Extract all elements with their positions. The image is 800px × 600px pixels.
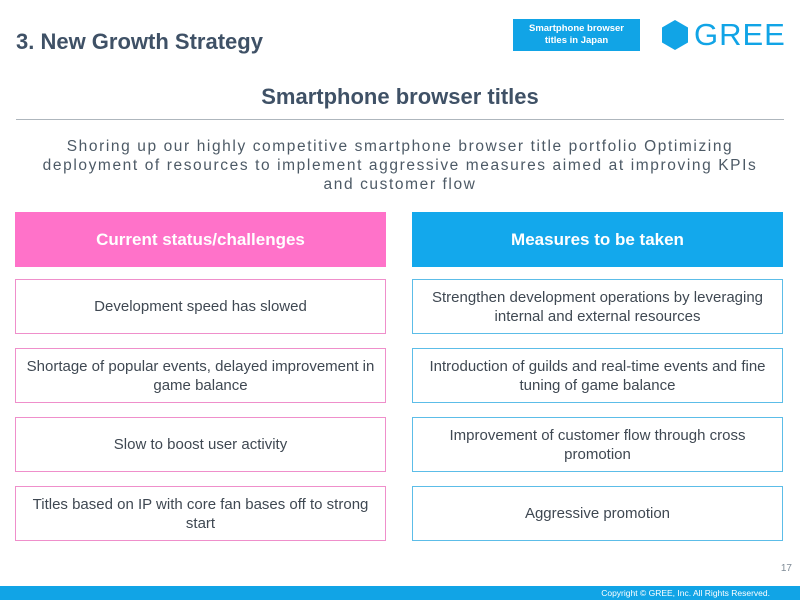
category-tag-line-2: titles in Japan — [544, 35, 609, 46]
category-tag: Smartphone browser titles in Japan — [513, 19, 640, 51]
measure-box: Aggressive promotion — [412, 486, 783, 541]
page-title: 3. New Growth Strategy — [16, 29, 263, 54]
category-tag-line-1: Smartphone browser — [528, 23, 625, 34]
measure-box: Introduction of guilds and real-time eve… — [412, 348, 783, 403]
current-status-header: Current status/challenges — [15, 212, 386, 267]
measure-box: Improvement of customer flow through cro… — [412, 417, 783, 472]
challenge-box: Titles based on IP with core fan bases o… — [15, 486, 386, 541]
challenge-box: Slow to boost user activity — [15, 417, 386, 472]
footer-bar: Copyright © GREE, Inc. All Rights Reserv… — [0, 586, 800, 600]
title-divider — [16, 119, 784, 120]
page-number: 17 — [780, 563, 792, 574]
gree-logo: GREE — [662, 17, 786, 52]
measure-box: Strengthen development operations by lev… — [412, 279, 783, 334]
challenge-box: Development speed has slowed — [15, 279, 386, 334]
logo-text: GREE — [694, 17, 786, 52]
challenge-box: Shortage of popular events, delayed impr… — [15, 348, 386, 403]
measures-header: Measures to be taken — [412, 212, 783, 267]
section-title: Smartphone browser titles — [261, 84, 539, 109]
copyright-text: Copyright © GREE, Inc. All Rights Reserv… — [601, 588, 770, 598]
section-subtitle: Shoring up our highly competitive smartp… — [42, 138, 758, 193]
hexagon-logo-icon — [662, 20, 688, 50]
